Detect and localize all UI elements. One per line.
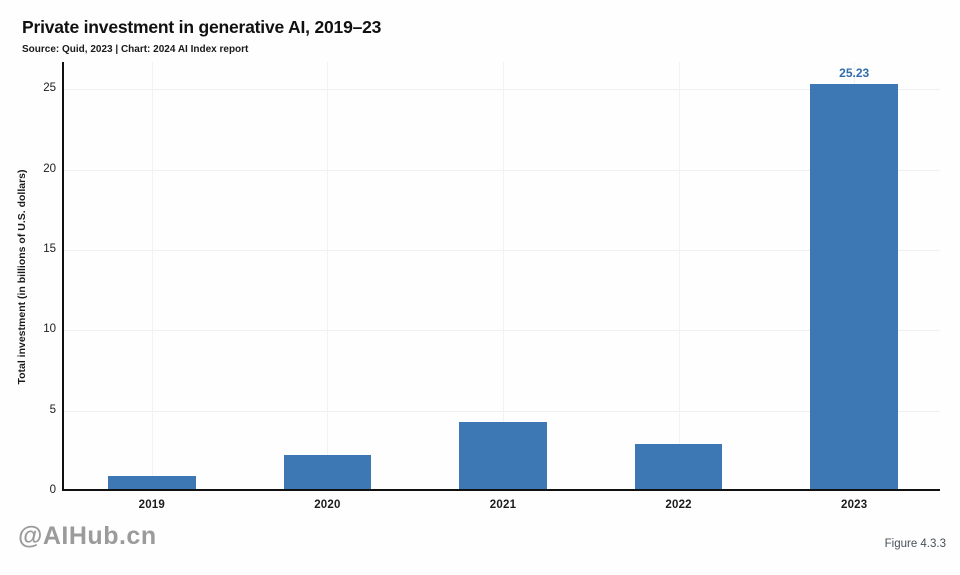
- x-tick-2019: 2019: [138, 499, 165, 511]
- x-tick-2020: 2020: [314, 499, 341, 511]
- bar-2021: [459, 421, 547, 489]
- y-tick-25: 25: [43, 82, 56, 95]
- v-gridline-2021: [503, 62, 504, 489]
- v-gridline-2020: [327, 62, 329, 489]
- bar-2022: [634, 444, 723, 489]
- y-tick-0: 0: [49, 484, 56, 496]
- x-tick-2021: 2021: [489, 499, 517, 511]
- y-tick-20: 20: [43, 162, 56, 175]
- x-tick-2022: 2022: [665, 499, 692, 511]
- y-axis-label: Total investment (in billions of U.S. do…: [16, 169, 28, 385]
- bar-2019: [107, 476, 196, 489]
- bar-2020: [283, 455, 372, 489]
- bar-value-label-2023: 25.23: [839, 65, 870, 80]
- chart-source-line: Source: Quid, 2023 | Chart: 2024 AI Inde…: [22, 44, 249, 55]
- v-gridline-2019: [151, 62, 153, 489]
- y-tick-5: 5: [49, 403, 56, 416]
- h-gridline-20: [64, 169, 940, 171]
- h-gridline-25: [64, 89, 940, 91]
- chart-title: Private investment in generative AI, 201…: [22, 17, 382, 37]
- watermark: @AIHub.cn: [18, 522, 157, 550]
- h-gridline-15: [64, 249, 940, 251]
- plot-area: 0 5 10 15 20 25 2019 2020 2021 2022 2023 25.23: [43, 62, 940, 511]
- y-tick-15: 15: [43, 242, 56, 255]
- h-gridline-5: [64, 410, 940, 412]
- y-tick-10: 10: [43, 323, 56, 336]
- figure-number: Figure 4.3.3: [884, 538, 946, 550]
- x-tick-2023: 2023: [840, 499, 868, 511]
- v-gridline-2022: [678, 62, 680, 489]
- bar-2023: [810, 83, 899, 489]
- h-gridline-10: [64, 330, 940, 332]
